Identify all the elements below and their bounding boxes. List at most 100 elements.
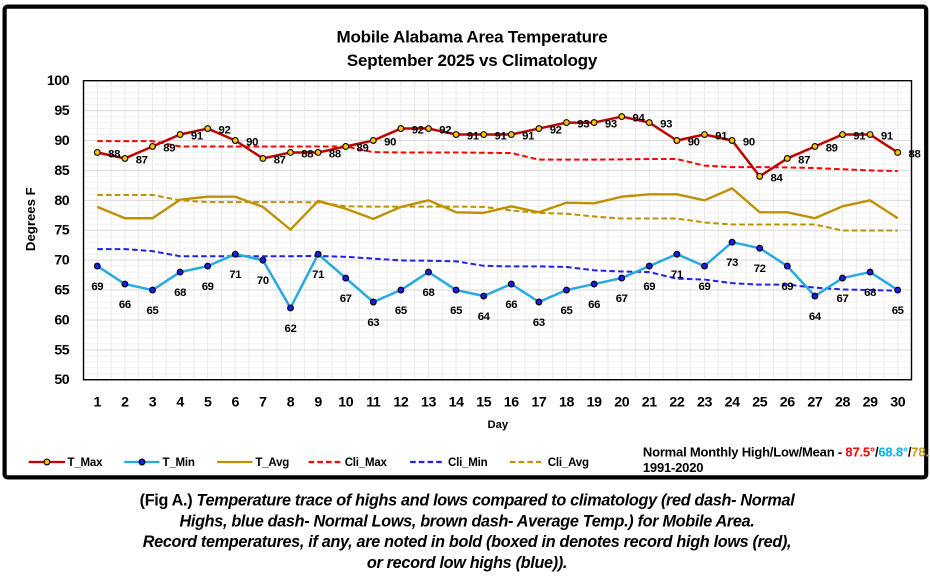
svg-text:Mobile Alabama Area Temperatur: Mobile Alabama Area Temperature: [337, 28, 608, 47]
svg-text:7: 7: [259, 395, 267, 411]
svg-text:90: 90: [743, 136, 755, 148]
svg-text:9: 9: [314, 395, 322, 411]
svg-text:23: 23: [697, 395, 712, 411]
svg-text:90: 90: [54, 133, 69, 149]
svg-text:10: 10: [338, 395, 353, 411]
svg-text:15: 15: [476, 395, 491, 411]
svg-text:65: 65: [561, 305, 573, 317]
svg-text:89: 89: [826, 142, 838, 154]
svg-text:5: 5: [204, 395, 212, 411]
svg-text:88: 88: [301, 148, 313, 160]
svg-text:24: 24: [725, 395, 740, 411]
svg-text:69: 69: [699, 281, 711, 293]
svg-text:69: 69: [91, 281, 103, 293]
svg-text:71: 71: [312, 269, 324, 281]
svg-text:62: 62: [285, 323, 297, 335]
svg-text:Cli_Avg: Cli_Avg: [548, 457, 589, 469]
svg-text:Degrees F: Degrees F: [23, 187, 38, 251]
svg-text:69: 69: [781, 281, 793, 293]
svg-text:4: 4: [176, 395, 184, 411]
svg-text:T_Avg: T_Avg: [255, 457, 289, 469]
svg-text:92: 92: [439, 124, 451, 136]
svg-text:14: 14: [449, 395, 464, 411]
svg-text:65: 65: [147, 305, 159, 317]
svg-text:80: 80: [54, 193, 69, 209]
svg-text:(Fig A.) Temperature trace of: (Fig A.) Temperature trace of highs and …: [140, 491, 796, 509]
svg-text:19: 19: [587, 395, 602, 411]
svg-text:88: 88: [329, 148, 341, 160]
svg-text:2: 2: [121, 395, 129, 411]
svg-text:64: 64: [478, 311, 491, 323]
svg-text:68: 68: [423, 287, 435, 299]
svg-text:91: 91: [853, 130, 865, 142]
svg-text:68: 68: [864, 287, 876, 299]
svg-text:68: 68: [174, 287, 186, 299]
svg-text:11: 11: [366, 395, 381, 411]
svg-text:60: 60: [54, 312, 69, 328]
svg-text:Day: Day: [488, 419, 509, 431]
svg-text:65: 65: [450, 305, 462, 317]
svg-text:66: 66: [588, 299, 600, 311]
svg-text:1: 1: [94, 395, 102, 411]
svg-text:67: 67: [837, 293, 849, 305]
svg-text:90: 90: [384, 136, 396, 148]
svg-text:65: 65: [395, 305, 407, 317]
svg-text:91: 91: [715, 130, 727, 142]
svg-text:Normal Monthly High/Low/Mean -: Normal Monthly High/Low/Mean - 87.5°/68.…: [643, 444, 930, 459]
svg-text:67: 67: [616, 293, 628, 305]
svg-text:Cli_Max: Cli_Max: [345, 457, 388, 469]
svg-text:55: 55: [54, 342, 69, 358]
svg-text:69: 69: [202, 281, 214, 293]
svg-text:93: 93: [660, 119, 672, 131]
svg-text:90: 90: [688, 136, 700, 148]
svg-text:72: 72: [754, 263, 766, 275]
svg-text:26: 26: [780, 395, 795, 411]
svg-text:69: 69: [643, 281, 655, 293]
svg-text:12: 12: [393, 395, 408, 411]
svg-text:91: 91: [522, 130, 534, 142]
svg-text:67: 67: [340, 293, 352, 305]
svg-text:66: 66: [505, 299, 517, 311]
svg-text:27: 27: [807, 395, 822, 411]
svg-text:70: 70: [54, 253, 69, 269]
svg-text:88: 88: [108, 148, 120, 160]
svg-text:64: 64: [809, 311, 822, 323]
svg-text:94: 94: [633, 113, 646, 125]
svg-text:21: 21: [642, 395, 657, 411]
svg-text:25: 25: [752, 395, 767, 411]
svg-text:Record temperatures, if any, a: Record temperatures, if any, are noted i…: [143, 533, 791, 551]
svg-text:22: 22: [669, 395, 684, 411]
svg-text:85: 85: [54, 163, 69, 179]
svg-text:92: 92: [412, 124, 424, 136]
svg-text:75: 75: [54, 223, 69, 239]
svg-text:91: 91: [881, 130, 893, 142]
svg-text:63: 63: [533, 317, 545, 329]
svg-text:3: 3: [149, 395, 157, 411]
svg-text:91: 91: [495, 130, 507, 142]
svg-text:95: 95: [54, 103, 69, 119]
svg-text:or record low highs (blue)).: or record low highs (blue)).: [367, 554, 567, 572]
svg-text:87: 87: [798, 154, 810, 166]
svg-text:8: 8: [287, 395, 295, 411]
svg-text:65: 65: [54, 283, 69, 299]
svg-text:73: 73: [726, 257, 738, 269]
svg-text:87: 87: [274, 154, 286, 166]
svg-text:91: 91: [191, 130, 203, 142]
svg-text:1991-2020: 1991-2020: [643, 460, 703, 475]
svg-text:Cli_Min: Cli_Min: [448, 457, 488, 469]
svg-text:T_Max: T_Max: [68, 457, 104, 469]
svg-text:13: 13: [421, 395, 436, 411]
svg-text:66: 66: [119, 299, 131, 311]
svg-text:87: 87: [136, 154, 148, 166]
svg-text:100: 100: [47, 73, 70, 89]
svg-text:65: 65: [892, 305, 904, 317]
svg-text:88: 88: [909, 148, 921, 160]
svg-text:17: 17: [531, 395, 546, 411]
svg-text:91: 91: [467, 130, 479, 142]
svg-text:92: 92: [219, 124, 231, 136]
svg-text:92: 92: [550, 124, 562, 136]
svg-text:71: 71: [671, 269, 683, 281]
svg-text:Highs, blue dash- Normal Lows,: Highs, blue dash- Normal Lows, brown das…: [179, 512, 754, 530]
svg-text:6: 6: [232, 395, 240, 411]
svg-text:16: 16: [504, 395, 519, 411]
